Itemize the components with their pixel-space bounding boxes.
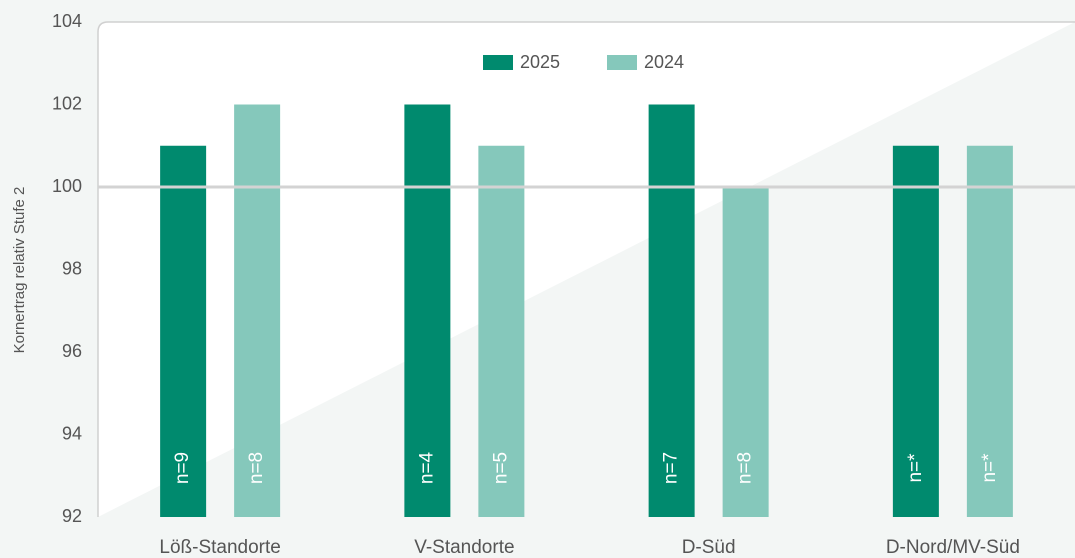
y-tick-label: 92	[62, 506, 82, 526]
bar	[722, 187, 769, 517]
y-tick-label: 104	[52, 11, 82, 31]
bar-label: n=7	[661, 452, 682, 484]
legend-swatch	[483, 55, 513, 70]
bar	[648, 104, 695, 517]
bar	[160, 145, 207, 517]
bar-label: n=4	[416, 451, 437, 484]
plot-area	[97, 21, 1075, 517]
bar-label: n=8	[735, 452, 756, 484]
x-tick-label: D-Süd	[682, 537, 736, 558]
bar-label: n=9	[172, 452, 193, 484]
bar-label: n=*	[905, 453, 926, 483]
x-tick-label: V-Standorte	[414, 537, 514, 558]
x-tick-label: Löß-Standorte	[159, 537, 280, 558]
legend-label: 2025	[520, 52, 560, 72]
bar	[404, 104, 451, 517]
y-tick-label: 98	[62, 258, 82, 278]
y-tick-label: 102	[52, 93, 82, 113]
y-tick-label: 100	[52, 176, 82, 196]
bar	[234, 104, 281, 517]
bar-label: n=5	[490, 452, 511, 484]
bar	[892, 145, 939, 517]
x-tick-label: D-Nord/MV-Süd	[886, 537, 1020, 558]
bar-label: n=8	[246, 452, 267, 484]
legend-swatch	[607, 55, 637, 70]
y-tick-label: 96	[62, 341, 82, 361]
y-tick-label: 94	[62, 423, 82, 443]
bar	[478, 145, 525, 517]
y-axis-label: Kornertrag relativ Stufe 2	[11, 187, 28, 354]
bar	[966, 145, 1013, 517]
legend-label: 2024	[644, 52, 684, 72]
bar-label: n=*	[979, 453, 1000, 483]
